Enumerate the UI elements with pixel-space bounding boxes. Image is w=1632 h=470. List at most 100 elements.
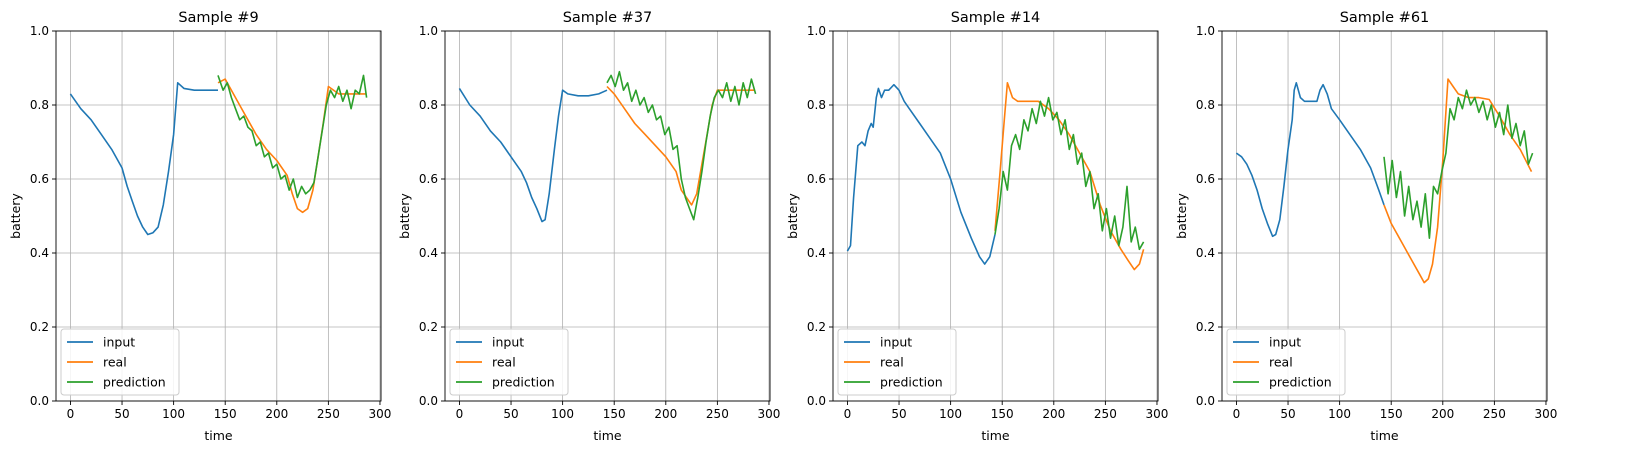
x-tick-label: 150 <box>991 407 1014 421</box>
y-tick-label: 1.0 <box>807 24 826 38</box>
x-tick-label: 50 <box>1280 407 1295 421</box>
series-line-input <box>458 87 608 223</box>
x-tick-label: 300 <box>369 407 392 421</box>
y-axis-label: battery <box>8 193 23 239</box>
legend-label-real: real <box>880 355 904 370</box>
y-tick-label: 0.2 <box>807 320 826 334</box>
legend-label-prediction: prediction <box>1269 375 1332 390</box>
legend-label-input: input <box>103 335 135 350</box>
legend-label-real: real <box>103 355 127 370</box>
y-tick-label: 0.4 <box>30 246 49 260</box>
y-tick-label: 0.0 <box>419 394 438 408</box>
x-tick-label: 250 <box>1094 407 1117 421</box>
x-tick-label: 0 <box>456 407 464 421</box>
series-line-real <box>994 82 1145 271</box>
legend-label-prediction: prediction <box>103 375 166 390</box>
x-tick-label: 150 <box>1380 407 1403 421</box>
x-tick-label: 250 <box>706 407 729 421</box>
y-tick-label: 0.4 <box>1196 246 1215 260</box>
x-tick-label: 200 <box>1042 407 1065 421</box>
axes-frame <box>832 30 1159 402</box>
x-tick-label: 0 <box>67 407 75 421</box>
x-tick-label: 300 <box>758 407 781 421</box>
series-line-prediction <box>994 96 1145 251</box>
y-axis-label: battery <box>785 193 800 239</box>
legend-box <box>837 328 957 396</box>
x-tick-label: 100 <box>162 407 185 421</box>
x-tick-label: 150 <box>603 407 626 421</box>
y-axis-label: battery <box>1174 193 1189 239</box>
chart-panel-4: 0 50 100 150 200 250 300 0.0 0.2 0.4 0.6 0.8 1.0 Samp… <box>1174 10 1557 443</box>
chart-title: Sample #9 <box>178 10 258 26</box>
axes-frame <box>1221 30 1548 402</box>
x-tick-label: 100 <box>1328 407 1351 421</box>
legend: input real prediction <box>60 328 180 396</box>
chart-title: Sample #14 <box>951 10 1041 26</box>
x-tick-label: 200 <box>1431 407 1454 421</box>
series-line-prediction <box>606 70 757 221</box>
y-tick-label: 0.2 <box>30 320 49 334</box>
x-tick-label: 250 <box>317 407 340 421</box>
legend-label-input: input <box>880 335 912 350</box>
y-tick-label: 0.6 <box>419 172 438 186</box>
legend: input real prediction <box>837 328 957 396</box>
x-tick-label: 50 <box>114 407 129 421</box>
x-axis-label: time <box>1370 428 1399 443</box>
x-axis-label: time <box>204 428 233 443</box>
legend-label-input: input <box>1269 335 1301 350</box>
x-tick-label: 300 <box>1146 407 1169 421</box>
y-tick-label: 0.4 <box>807 246 826 260</box>
y-tick-label: 1.0 <box>1196 24 1215 38</box>
x-tick-label: 200 <box>265 407 288 421</box>
y-tick-label: 0.8 <box>807 98 826 112</box>
y-tick-label: 0.6 <box>1196 172 1215 186</box>
x-tick-label: 250 <box>1483 407 1506 421</box>
y-tick-label: 0.0 <box>30 394 49 408</box>
axes-frame <box>444 30 771 402</box>
legend: input real prediction <box>1226 328 1346 396</box>
axes-frame <box>55 30 382 402</box>
legend-label-prediction: prediction <box>492 375 555 390</box>
series-line-real <box>1383 78 1533 284</box>
x-tick-label: 150 <box>214 407 237 421</box>
legend-label-prediction: prediction <box>880 375 943 390</box>
x-axis-label: time <box>593 428 622 443</box>
series-line-prediction <box>217 74 368 199</box>
legend-label-real: real <box>492 355 516 370</box>
y-tick-label: 0.8 <box>1196 98 1215 112</box>
y-axis-label: battery <box>397 193 412 239</box>
x-tick-label: 0 <box>844 407 852 421</box>
y-tick-label: 0.0 <box>807 394 826 408</box>
x-tick-label: 200 <box>654 407 677 421</box>
legend-box <box>449 328 569 396</box>
chart-panel-3: 0 50 100 150 200 250 300 0.0 0.2 0.4 0.6 0.8 1.0 Samp… <box>785 10 1168 443</box>
x-tick-label: 300 <box>1535 407 1558 421</box>
series-line-prediction <box>1383 89 1534 239</box>
y-tick-label: 0.2 <box>1196 320 1215 334</box>
series-line-real <box>606 85 755 206</box>
x-tick-label: 100 <box>551 407 574 421</box>
legend-box <box>60 328 180 396</box>
y-tick-label: 0.6 <box>807 172 826 186</box>
y-tick-label: 0.4 <box>419 246 438 260</box>
x-tick-label: 50 <box>891 407 906 421</box>
series-line-input <box>69 82 218 236</box>
series-line-input <box>846 83 996 265</box>
chart-panel-1: 0 50 100 150 200 250 300 0.0 0.2 0.4 0.6 0.8 1.0 Samp… <box>8 10 391 443</box>
y-tick-label: 0.8 <box>30 98 49 112</box>
y-tick-label: 1.0 <box>419 24 438 38</box>
chart-title: Sample #61 <box>1340 10 1430 26</box>
y-tick-label: 0.0 <box>1196 394 1215 408</box>
x-axis-label: time <box>981 428 1010 443</box>
x-tick-label: 100 <box>939 407 962 421</box>
legend-box <box>1226 328 1346 396</box>
legend-label-real: real <box>1269 355 1293 370</box>
x-tick-label: 0 <box>1233 407 1241 421</box>
legend: input real prediction <box>449 328 569 396</box>
legend-label-input: input <box>492 335 524 350</box>
series-line-input <box>1235 82 1385 238</box>
chart-panel-2: 0 50 100 150 200 250 300 0.0 0.2 0.4 0.6 0.8 1.0 Samp… <box>397 10 780 443</box>
chart-title: Sample #37 <box>563 10 653 26</box>
y-tick-label: 0.8 <box>419 98 438 112</box>
